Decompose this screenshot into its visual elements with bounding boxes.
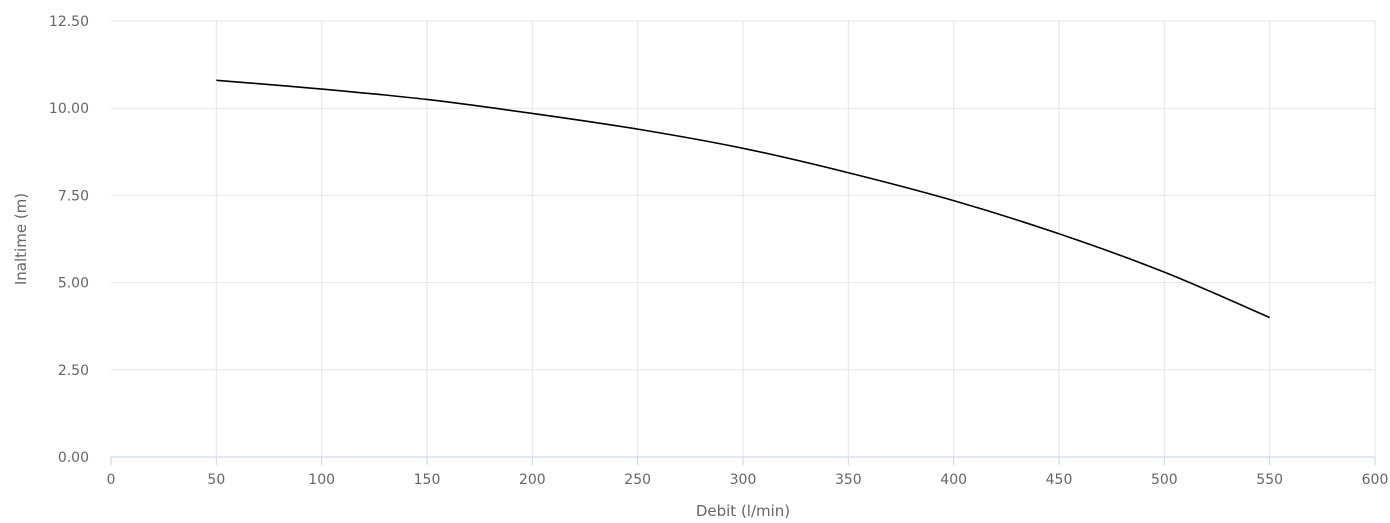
x-tick-label: 500	[1151, 472, 1178, 488]
x-tick-label: 450	[1046, 472, 1073, 488]
x-tick-label: 100	[308, 472, 335, 488]
y-tick-label: 5.00	[58, 276, 89, 292]
x-axis-title: Debit (l/min)	[696, 502, 790, 520]
x-tick-label: 150	[414, 472, 441, 488]
x-tick-label: 250	[624, 472, 651, 488]
grid	[111, 20, 1376, 457]
y-axis-title: Inaltime (m)	[12, 193, 30, 285]
series	[216, 79, 1270, 319]
x-tick-label: 0	[107, 472, 116, 488]
x-tick-label: 550	[1256, 472, 1283, 488]
y-tick-label: 0.00	[58, 450, 89, 466]
axes	[110, 456, 1376, 465]
x-tick-label: 200	[519, 472, 546, 488]
y-tick-label: 12.50	[49, 14, 89, 30]
x-tick-label: 350	[835, 472, 862, 488]
y-tick-label: 2.50	[58, 363, 89, 379]
x-tick-label: 600	[1362, 472, 1389, 488]
tick-labels: 0 50 100 150 200 250 300 350 400 450 500 550 600 0.00…	[49, 14, 1388, 488]
x-tick-label: 300	[730, 472, 757, 488]
y-tick-label: 10.00	[49, 101, 89, 117]
x-tick-label: 50	[207, 472, 225, 488]
y-tick-label: 7.50	[58, 188, 89, 204]
series-line	[216, 79, 1270, 319]
x-tick-label: 400	[940, 472, 967, 488]
